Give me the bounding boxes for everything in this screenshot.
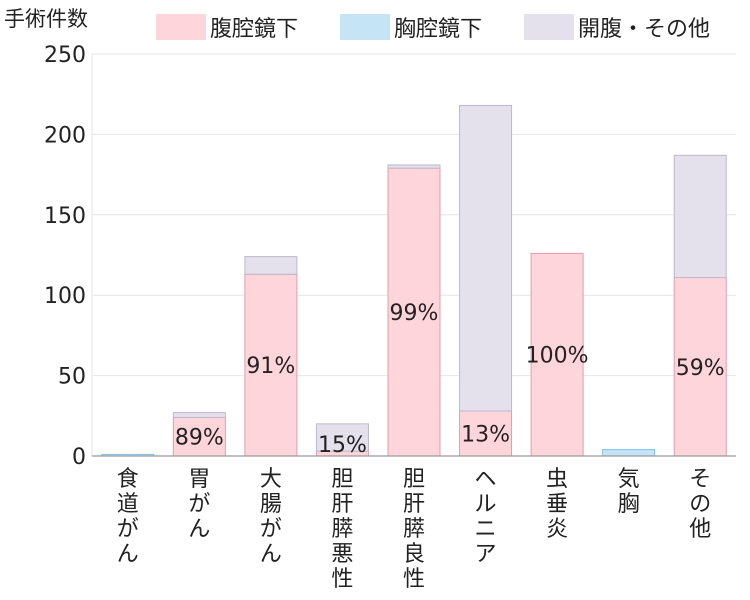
category-label-char: そ: [689, 467, 711, 492]
y-tick-label: 100: [44, 284, 86, 309]
category-label-char: が: [260, 517, 282, 542]
category-label-char: 垂: [546, 492, 568, 517]
legend-label: 腹腔鏡下: [210, 17, 298, 42]
category-label-char: 肝: [403, 492, 425, 517]
category-label-char: 胃: [188, 467, 210, 492]
category-label-char: 膵: [331, 517, 353, 542]
category-label-char: ん: [188, 517, 210, 542]
legend-swatch: [156, 14, 206, 40]
category-label-char: が: [188, 492, 210, 517]
legend-swatch: [524, 14, 574, 40]
percent-label: 15%: [318, 433, 367, 458]
percent-label: 89%: [175, 426, 224, 451]
category-label-char: の: [689, 492, 711, 517]
category-label-char: ヘ: [475, 467, 497, 492]
bar-segment: [244, 273, 298, 457]
bar-segment: [387, 164, 441, 169]
legend: 腹腔鏡下 胸腔鏡下 開腹・その他: [156, 14, 710, 42]
y-tick-label: 0: [72, 445, 86, 470]
y-axis-title: 手術件数: [4, 7, 88, 31]
category-label-char: 悪: [331, 542, 353, 567]
percent-label: 99%: [390, 301, 439, 326]
category-label-char: ニ: [475, 517, 497, 542]
y-tick-label: 200: [44, 123, 86, 148]
bar-segment: [459, 104, 513, 412]
category-label-char: 胸: [618, 492, 640, 517]
category-label-char: 胆: [331, 467, 353, 492]
category-label-char: 膵: [403, 517, 425, 542]
y-axis-ticks: 0 50 100 150 200 250: [44, 43, 86, 470]
category-label-char: 道: [117, 492, 139, 517]
bar-segment: [673, 154, 727, 279]
bar-segment: [172, 416, 226, 457]
percent-label: 91%: [246, 354, 295, 379]
category-label-char: 胆: [403, 467, 425, 492]
category-label-char: ア: [475, 542, 497, 567]
percent-labels: 89% 91% 15% 99% 13% 100% 59%: [175, 301, 725, 458]
category-label-char: 食: [117, 467, 139, 492]
bar-segment: [673, 277, 727, 457]
legend-label: 開腹・その他: [578, 17, 710, 42]
category-label-char: 良: [403, 542, 425, 567]
bar-segment: [172, 412, 226, 418]
bar-segment: [530, 252, 584, 457]
category-label-char: 腸: [260, 492, 282, 517]
category-label-char: 他: [689, 517, 711, 542]
bar-segment: [602, 449, 656, 457]
category-label-char: 炎: [546, 517, 568, 542]
percent-label: 100%: [526, 344, 589, 369]
category-label-char: ん: [117, 542, 139, 567]
y-tick-label: 150: [44, 204, 86, 229]
category-label-char: 性: [403, 567, 425, 592]
category-label-char: が: [117, 517, 139, 542]
bar-segment: [244, 256, 298, 275]
category-label-char: 大: [260, 467, 282, 492]
percent-label: 13%: [461, 422, 510, 447]
category-label-char: ん: [260, 542, 282, 567]
legend-label: 胸腔鏡下: [394, 17, 482, 42]
bar-layer: [101, 104, 727, 457]
category-label-char: ル: [475, 492, 497, 517]
category-label-char: 肝: [331, 492, 353, 517]
category-label-char: 気: [618, 467, 640, 492]
y-tick-label: 50: [58, 365, 86, 390]
legend-swatch: [340, 14, 390, 40]
y-tick-label: 250: [44, 43, 86, 68]
percent-label: 59%: [676, 356, 725, 381]
category-label-char: 虫: [546, 467, 568, 492]
bar-segment: [315, 423, 369, 452]
category-label-char: 性: [331, 567, 353, 592]
